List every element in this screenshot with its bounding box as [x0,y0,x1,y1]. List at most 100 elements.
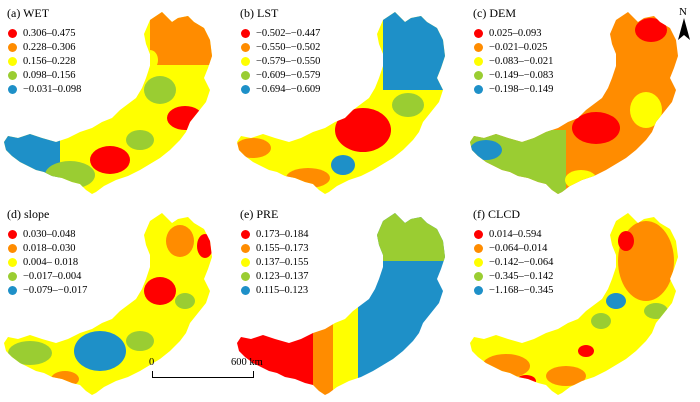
north-arrow-icon [678,18,690,40]
legend-item: 0.025–0.093 [474,26,553,40]
legend: 0.014–0.594 −0.064–0.014 −0.142–−0.064 −… [474,227,553,297]
legend-item: 0.014–0.594 [474,227,553,241]
legend: 0.025–0.093 −0.021–0.025 −0.083–−0.021 −… [474,26,553,96]
legend-label: 0.156–0.228 [23,55,76,67]
legend-swatch-orange [8,243,17,253]
legend-swatch-red [241,28,250,38]
legend-item: −0.149–−0.083 [474,68,553,82]
legend-item: −0.031–0.098 [8,82,81,96]
scale-bar: 0 600 km [145,357,265,387]
panel-title: (d) slope [7,207,50,221]
legend-swatch-yellow [8,257,17,267]
legend-swatch-orange [474,42,483,52]
legend: 0.030–0.048 0.018–0.030 0.004– 0.018 −0.… [8,227,87,297]
north-arrow: N [676,6,692,48]
legend-swatch-yellow [474,56,483,66]
legend-item: −0.579–−0.550 [241,54,320,68]
legend-label: 0.098–0.156 [23,69,76,81]
legend-swatch-orange [8,42,17,52]
legend-swatch-blue [474,84,483,94]
legend-label: −0.142–−0.064 [489,256,554,268]
panel-slope: (d) slope 0.030–0.048 0.018–0.030 0.004–… [0,201,233,402]
legend-item: −1.168–−0.345 [474,283,553,297]
legend-item: −0.502–−0.447 [241,26,320,40]
legend: −0.502–−0.447 −0.550–−0.502 −0.579–−0.55… [241,26,320,96]
scale-end-label: 600 km [231,357,263,368]
legend-label: 0.018–0.030 [23,242,76,254]
legend-item: 0.306–0.475 [8,26,81,40]
legend-label: −0.021–0.025 [489,41,548,53]
legend-item: 0.137–0.155 [241,255,309,269]
legend-label: 0.123–0.137 [256,270,309,282]
legend-label: 0.137–0.155 [256,256,309,268]
legend-item: 0.098–0.156 [8,68,81,82]
legend-label: −0.083–−0.021 [489,55,554,67]
legend-item: 0.123–0.137 [241,269,309,283]
legend-swatch-blue [241,285,250,295]
legend-swatch-green [474,271,483,281]
legend-swatch-blue [474,285,483,295]
legend-swatch-orange [241,42,250,52]
legend: 0.173–0.184 0.155–0.173 0.137–0.155 0.12… [241,227,309,297]
legend-item: −0.345–−0.142 [474,269,553,283]
panel-clcd: (f) CLCD 0.014–0.594 −0.064–0.014 −0.142… [466,201,699,402]
legend-label: 0.173–0.184 [256,228,309,240]
map-dem [470,12,678,194]
legend-swatch-blue [8,285,17,295]
legend-item: −0.694–−0.609 [241,82,320,96]
legend-item: 0.173–0.184 [241,227,309,241]
legend-label: −0.694–−0.609 [256,83,321,95]
legend-label: 0.228–0.306 [23,41,76,53]
legend-swatch-green [8,70,17,80]
legend-item: 0.018–0.030 [8,241,87,255]
legend-swatch-red [474,229,483,239]
legend-label: −0.064–0.014 [489,242,548,254]
legend-item: 0.228–0.306 [8,40,81,54]
legend-item: −0.142–−0.064 [474,255,553,269]
legend-item: −0.609–−0.579 [241,68,320,82]
legend-swatch-green [241,70,250,80]
panel-title: (c) DEM [473,6,516,20]
legend-label: 0.025–0.093 [489,27,542,39]
legend-label: −0.502–−0.447 [256,27,321,39]
legend-label: 0.115–0.123 [256,284,309,296]
legend-item: −0.550–−0.502 [241,40,320,54]
legend-label: −1.168–−0.345 [489,284,554,296]
legend-swatch-red [474,28,483,38]
panel-title: (a) WET [7,6,50,20]
legend-item: 0.004– 0.018 [8,255,87,269]
map-lst [237,12,445,194]
north-label: N [679,6,687,18]
panel-dem: (c) DEM 0.025–0.093 −0.021–0.025 −0.083–… [466,0,699,201]
legend-label: −0.079–−0.017 [23,284,88,296]
legend-item: 0.115–0.123 [241,283,309,297]
legend-item: 0.156–0.228 [8,54,81,68]
legend-label: −0.609–−0.579 [256,69,321,81]
legend-item: −0.198–−0.149 [474,82,553,96]
legend-swatch-red [241,229,250,239]
legend-label: −0.017–0.004 [23,270,82,282]
legend-label: −0.579–−0.550 [256,55,321,67]
legend-swatch-red [8,229,17,239]
legend-swatch-blue [8,84,17,94]
legend-item: 0.155–0.173 [241,241,309,255]
legend-swatch-yellow [474,257,483,267]
panel-pre: (e) PRE 0.173–0.184 0.155–0.173 0.137–0.… [233,201,466,402]
legend-swatch-yellow [241,56,250,66]
legend-item: −0.021–0.025 [474,40,553,54]
legend-swatch-yellow [8,56,17,66]
legend-item: 0.030–0.048 [8,227,87,241]
legend-swatch-green [8,271,17,281]
panel-title: (f) CLCD [473,207,520,221]
legend-label: 0.155–0.173 [256,242,309,254]
panel-wet: (a) WET 0.306–0.475 0.228–0.306 0.156–0.… [0,0,233,201]
legend-item: −0.064–0.014 [474,241,553,255]
legend-swatch-yellow [241,257,250,267]
legend-label: 0.306–0.475 [23,27,76,39]
legend-swatch-orange [474,243,483,253]
panel-title: (e) PRE [240,207,279,221]
map-pre [237,213,445,395]
legend-label: −0.031–0.098 [23,83,82,95]
legend-label: −0.149–−0.083 [489,69,554,81]
